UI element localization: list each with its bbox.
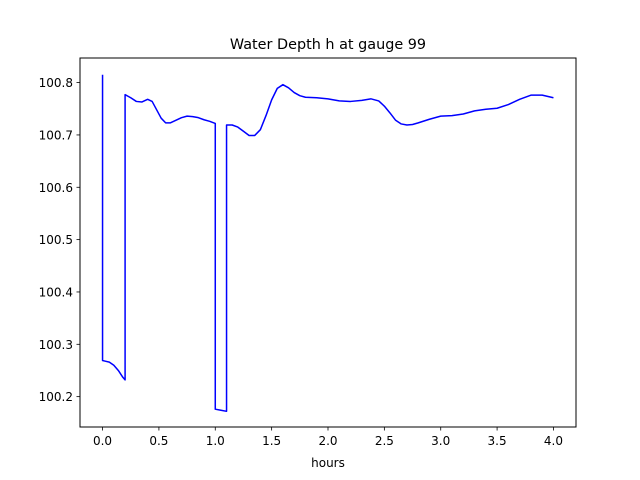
y-axis: 100.2 100.3 100.4 100.5 100.6 100.7 100.8 xyxy=(39,76,80,404)
x-tick-label: 3.0 xyxy=(431,434,450,448)
x-tick-label: 3.5 xyxy=(488,434,507,448)
x-tick-label: 2.0 xyxy=(318,434,337,448)
chart-title: Water Depth h at gauge 99 xyxy=(230,37,426,53)
x-tick-label: 2.5 xyxy=(375,434,394,448)
x-tick-label: 4.0 xyxy=(544,434,563,448)
plot-area xyxy=(101,74,554,413)
y-tick-label: 100.3 xyxy=(39,338,73,352)
x-tick-label: 1.0 xyxy=(206,434,225,448)
x-tick-label: 0.5 xyxy=(149,434,168,448)
x-axis-label: hours xyxy=(311,456,345,470)
y-tick-label: 100.5 xyxy=(39,233,73,247)
x-axis: 0.0 0.5 1.0 1.5 2.0 2.5 3.0 3.5 4.0 xyxy=(93,427,563,448)
y-tick-label: 100.8 xyxy=(39,76,73,90)
y-tick-label: 100.6 xyxy=(39,181,73,195)
y-tick-label: 100.4 xyxy=(39,285,73,299)
series-line xyxy=(101,74,554,413)
plot-frame xyxy=(79,57,577,428)
x-tick-label: 1.5 xyxy=(262,434,281,448)
y-tick-label: 100.2 xyxy=(39,390,73,404)
y-tick-label: 100.7 xyxy=(39,128,73,142)
x-tick-label: 0.0 xyxy=(93,434,112,448)
